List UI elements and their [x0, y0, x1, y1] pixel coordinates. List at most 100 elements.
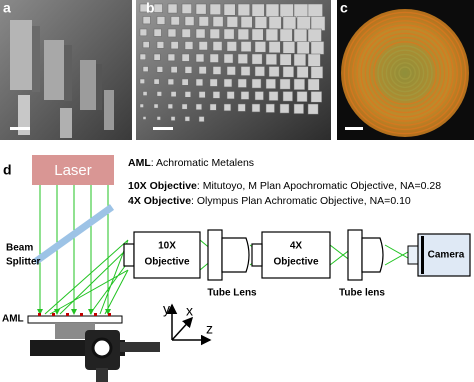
texture: [385, 53, 425, 93]
texture: [265, 78, 276, 89]
texture: [293, 78, 305, 90]
texture: [293, 103, 304, 114]
texture: [181, 3, 192, 14]
texture: [209, 78, 218, 87]
texture: [268, 66, 280, 77]
panel-label: c: [340, 0, 348, 16]
texture: [223, 78, 233, 88]
texture: [153, 78, 160, 85]
texture: [142, 91, 148, 96]
texture: [212, 91, 221, 99]
texture: [184, 16, 195, 26]
texture: [212, 66, 222, 75]
texture: [268, 41, 281, 53]
texture: [307, 53, 321, 67]
legend-text: : Mitutoyo, M Plan Apochromatic Objectiv…: [197, 180, 441, 192]
texture: [251, 53, 263, 65]
legend-text: : Achromatic Metalens: [151, 157, 254, 169]
texture: [209, 103, 217, 111]
panel-c-image: [337, 0, 474, 140]
texture: [170, 66, 178, 74]
texture: [240, 16, 253, 28]
camera: [407, 233, 471, 277]
texture: [364, 32, 446, 114]
texture: [198, 116, 205, 122]
texture: [268, 16, 282, 30]
texture: [209, 53, 219, 63]
texture: [381, 49, 429, 97]
texture: [343, 11, 467, 135]
texture: [156, 91, 162, 97]
texture: [265, 103, 275, 113]
texture: [296, 91, 308, 102]
texture: [254, 66, 265, 77]
texture: [237, 3, 251, 17]
texture: [265, 28, 279, 42]
texture: [237, 53, 248, 64]
texture: [307, 28, 322, 43]
texture: [167, 28, 177, 38]
texture: [181, 78, 189, 86]
texture: [237, 28, 249, 40]
texture: [310, 41, 325, 55]
texture: [153, 53, 161, 61]
texture: [279, 103, 290, 114]
component-label: Objective: [144, 257, 189, 268]
tube-lens: [207, 229, 250, 281]
texture: [153, 28, 162, 37]
texture: [223, 53, 234, 64]
texture: [279, 78, 291, 90]
texture: [167, 53, 176, 62]
texture: [310, 16, 326, 31]
objective-4x: [251, 231, 331, 279]
texture: [237, 78, 247, 88]
texture: [184, 91, 191, 98]
texture: [254, 16, 268, 29]
texture: [373, 41, 437, 105]
legend-term: 10X Objective: [128, 180, 197, 192]
texture: [279, 28, 293, 42]
texture: [282, 66, 294, 78]
texture: [167, 3, 178, 14]
texture: [170, 41, 179, 50]
texture: [368, 36, 442, 110]
texture: [156, 116, 161, 121]
texture: [282, 91, 293, 102]
texture: [156, 16, 166, 25]
texture: [170, 91, 177, 97]
texture: [212, 16, 224, 27]
texture: [142, 16, 151, 25]
legend-line: 10X Objective: Mitutoyo, M Plan Apochrom…: [128, 180, 441, 192]
texture: [265, 53, 277, 65]
texture: [223, 103, 232, 112]
texture: [347, 15, 463, 131]
beam-splitter: [32, 204, 115, 265]
texture: [156, 41, 165, 49]
texture: [139, 3, 149, 13]
texture: [307, 103, 319, 115]
texture: [184, 66, 193, 74]
texture: [226, 41, 237, 52]
component-label: 4X: [290, 241, 303, 252]
texture: [226, 16, 238, 28]
texture: [240, 91, 250, 100]
texture: [237, 103, 246, 112]
texture: [394, 62, 416, 84]
panel-label: a: [3, 0, 11, 16]
legend-term: 4X Objective: [128, 195, 191, 207]
legend-line: 4X Objective: Olympus Plan Achromatic Ob…: [128, 195, 411, 207]
legend-term: AML: [128, 157, 151, 169]
texture: [310, 66, 324, 79]
texture: [251, 28, 264, 41]
texture: [398, 66, 412, 80]
component-label: 10X: [158, 241, 176, 252]
texture: [195, 53, 205, 63]
texture: [212, 41, 223, 51]
texture: [268, 91, 279, 101]
texture: [296, 41, 310, 55]
texture: [223, 3, 236, 16]
axis-label: y: [163, 301, 170, 317]
texture: [181, 103, 188, 110]
texture: [198, 66, 207, 75]
texture: [293, 3, 309, 19]
